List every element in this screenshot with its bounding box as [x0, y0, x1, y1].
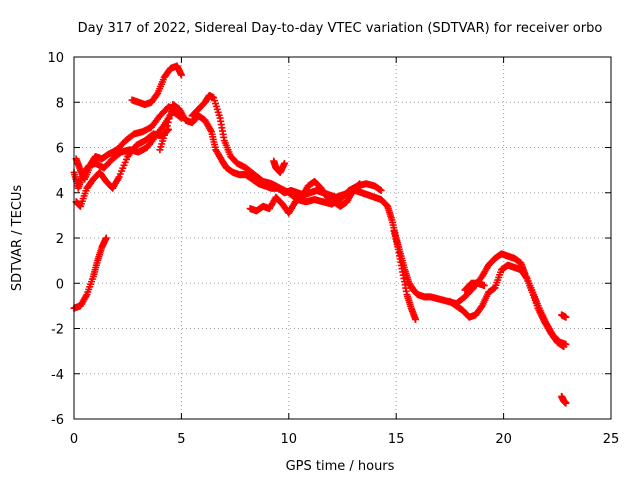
- data-point: [562, 313, 570, 321]
- y-tick-label: -4: [51, 368, 64, 383]
- x-tick-label: 25: [603, 432, 620, 447]
- data-point: [102, 234, 110, 242]
- data-points: [70, 62, 570, 407]
- x-tick-label: 10: [281, 432, 298, 447]
- data-point: [166, 111, 174, 119]
- series-arc-a: [70, 234, 110, 312]
- data-point: [167, 108, 175, 116]
- y-tick-label: 6: [56, 142, 64, 157]
- data-point: [355, 181, 363, 189]
- series-arc-i: [270, 157, 289, 176]
- x-tick-label: 0: [70, 432, 78, 447]
- data-point: [153, 90, 161, 98]
- y-tick-label: -2: [51, 323, 64, 338]
- series-arc-o: [558, 392, 570, 407]
- data-point: [281, 159, 289, 167]
- data-point: [412, 315, 420, 323]
- series-arc-n: [558, 311, 570, 321]
- data-point: [522, 273, 530, 281]
- y-tick-label: 4: [56, 187, 64, 202]
- series-arc-e: [128, 62, 185, 109]
- data-point: [163, 122, 171, 130]
- series-arc-j: [384, 202, 568, 351]
- data-point: [377, 186, 385, 194]
- data-point: [177, 71, 185, 79]
- series-arc-c: [72, 103, 181, 183]
- y-tick-label: 8: [56, 96, 64, 111]
- grid-lines: [74, 57, 611, 419]
- data-point: [562, 340, 570, 348]
- x-tick-label: 5: [177, 432, 185, 447]
- y-tick-label: 2: [56, 232, 64, 247]
- series-arc-l: [446, 261, 570, 348]
- axes: 0 5 10 15 20 25 -6 -4 -2 0 2 4 6 8 10: [47, 51, 619, 447]
- y-tick-label: -6: [51, 413, 64, 428]
- x-tick-label: 20: [495, 432, 512, 447]
- data-point: [165, 115, 173, 123]
- series-arc-h: [246, 177, 364, 217]
- data-point: [480, 282, 488, 290]
- data-point: [562, 399, 570, 407]
- chart-title: Day 317 of 2022, Sidereal Day-to-day VTE…: [78, 21, 603, 36]
- series-arc-k: [390, 227, 420, 323]
- y-axis-label: SDTVAR / TECUs: [10, 185, 25, 292]
- x-axis-label: GPS time / hours: [286, 459, 395, 474]
- data-point: [164, 118, 172, 126]
- y-tick-label: 10: [47, 51, 64, 66]
- data-point: [356, 180, 364, 188]
- series-arc-m: [461, 279, 488, 294]
- data-point: [162, 125, 170, 133]
- y-tick-label: 0: [56, 277, 64, 292]
- x-tick-label: 15: [388, 432, 405, 447]
